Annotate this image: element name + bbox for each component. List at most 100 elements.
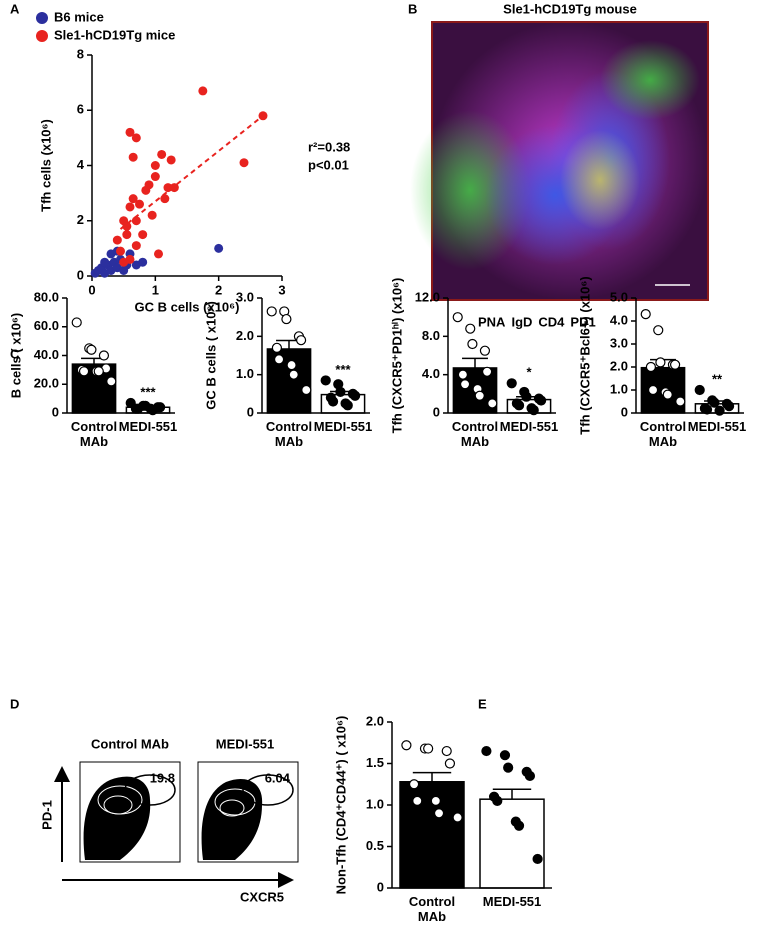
y-axis-label: GC B cells ( x10⁶) xyxy=(203,301,218,410)
microscopy-image xyxy=(410,21,709,301)
y-tick-label: 3.0 xyxy=(610,335,628,350)
fit-line xyxy=(119,114,264,230)
data-point xyxy=(647,384,659,396)
annotation: r²=0.38 xyxy=(308,139,350,154)
data-point xyxy=(701,404,713,415)
stain-label: IgD xyxy=(511,314,532,329)
y-tick-label: 8.0 xyxy=(422,328,440,343)
data-point xyxy=(645,361,657,373)
data-point xyxy=(100,257,110,267)
x-tick-label: Control MAb xyxy=(408,894,456,924)
data-point xyxy=(198,86,208,96)
x-tick-label: 1 xyxy=(152,282,159,297)
data-point xyxy=(535,395,547,406)
image-title: Sle1-hCD19Tg mouse xyxy=(503,1,637,16)
data-point xyxy=(271,342,283,353)
data-point xyxy=(125,127,135,137)
y-axis-label: Non-Tfh (CD4⁺CD44⁺) ( x10⁶) xyxy=(333,716,348,895)
x-tick-label: 0 xyxy=(88,282,95,297)
annotation: p<0.01 xyxy=(308,157,349,172)
gate-value: 19.8 xyxy=(150,770,175,785)
data-point xyxy=(452,312,463,323)
data-point xyxy=(154,249,163,259)
data-point xyxy=(157,149,167,159)
y-axis-label: Tfh cells (x10⁶) xyxy=(38,119,53,212)
data-point xyxy=(465,323,476,334)
y-tick-label: 0 xyxy=(377,879,384,894)
data-point xyxy=(135,199,144,209)
data-point xyxy=(349,390,361,401)
data-point xyxy=(281,313,292,325)
gate-value: 6.04 xyxy=(265,770,291,785)
data-point xyxy=(506,378,517,389)
y-axis-label: Tfh (CXCR5⁺Bcl6+) (x10⁶) xyxy=(577,276,592,434)
y-tick-label: 0 xyxy=(621,404,628,419)
data-point xyxy=(669,359,681,370)
data-point xyxy=(147,210,157,220)
x-tick-label: MEDI-551 xyxy=(499,419,559,434)
data-point xyxy=(106,376,117,387)
data-point xyxy=(138,230,148,240)
data-point xyxy=(132,403,144,414)
data-point xyxy=(169,183,179,193)
y-tick-label: 3.0 xyxy=(236,289,254,304)
data-point xyxy=(301,384,312,396)
x-tick-label: Control MAb xyxy=(265,419,313,449)
data-point xyxy=(474,390,485,401)
flow-title: MEDI-551 xyxy=(216,736,275,751)
x-tick-label: MEDI-551 xyxy=(313,419,373,434)
data-point xyxy=(714,405,725,416)
x-tick-label: Control MAb xyxy=(639,419,687,449)
y-tick-label: 0 xyxy=(247,404,254,419)
data-point xyxy=(125,202,135,212)
data-point xyxy=(286,359,297,371)
y-tick-label: 60.0 xyxy=(34,318,59,333)
data-point xyxy=(150,161,160,170)
data-point xyxy=(662,389,673,400)
stain-label: PNA xyxy=(478,314,506,329)
data-point xyxy=(116,246,125,256)
data-point xyxy=(408,779,420,790)
data-point xyxy=(524,770,536,782)
data-point xyxy=(441,745,452,757)
y-tick-label: 0 xyxy=(433,404,440,419)
data-point xyxy=(273,354,285,365)
data-point xyxy=(335,386,346,398)
x-tick-label: MEDI-551 xyxy=(118,419,178,434)
stain-label: PD1 xyxy=(570,314,595,329)
legend-marker xyxy=(36,30,48,42)
data-point xyxy=(487,398,498,409)
data-point xyxy=(295,335,307,346)
data-point xyxy=(655,357,666,368)
data-point xyxy=(401,740,412,751)
panel-label: D xyxy=(10,696,19,711)
y-tick-label: 20.0 xyxy=(34,376,59,391)
data-point xyxy=(239,158,249,168)
y-tick-label: 2 xyxy=(77,212,84,227)
panel-label: B xyxy=(408,1,417,16)
data-point xyxy=(119,216,129,226)
data-point xyxy=(675,396,686,407)
data-point xyxy=(481,745,492,757)
data-point xyxy=(138,257,148,267)
data-point xyxy=(131,241,141,251)
data-point xyxy=(430,795,441,806)
data-point xyxy=(128,194,138,204)
y-tick-label: 4.0 xyxy=(422,366,440,381)
data-point xyxy=(214,243,224,253)
data-point xyxy=(166,155,176,165)
flow-x-axis: CXCR5 xyxy=(240,889,284,904)
x-tick-label: 3 xyxy=(278,282,285,297)
x-tick-label: MEDI-551 xyxy=(482,894,542,909)
stain-label: CD4 xyxy=(538,314,565,329)
y-tick-label: 1.0 xyxy=(610,381,628,396)
y-tick-label: 0 xyxy=(77,267,84,282)
flow-title: Control MAb xyxy=(91,736,169,751)
bar xyxy=(266,348,312,414)
data-point xyxy=(723,401,735,412)
y-tick-label: 8 xyxy=(77,46,84,61)
x-tick-label: MEDI-551 xyxy=(687,419,747,434)
y-tick-label: 1.0 xyxy=(366,796,384,811)
data-point xyxy=(112,235,122,245)
legend-label: Sle1-hCD19Tg mice xyxy=(54,27,175,42)
